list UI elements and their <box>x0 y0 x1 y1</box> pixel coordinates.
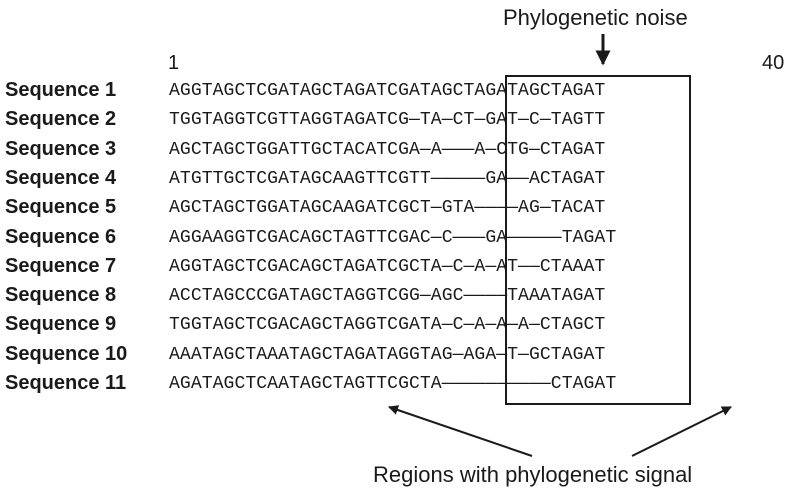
signal-arrow-left <box>388 405 533 457</box>
phylogenetic-noise-label: Phylogenetic noise <box>503 5 688 30</box>
phylogenetic-signal-label: Regions with phylogenetic signal <box>373 462 693 487</box>
sequence-bases: AGATAGCTCAATAGCTAGTTCGCTA——————————CTAGA… <box>169 374 617 394</box>
sequence-bases: AGGAAGGTCGACAGCTAGTTCGAC—C———GA—————TAGA… <box>169 228 617 248</box>
sequence-name: Sequence 2 <box>5 108 117 130</box>
sequence-bases: ACCTAGCCCGATAGCTAGGTCGG—AGC————TAAATAGAT <box>169 286 606 306</box>
signal-arrow-right <box>631 406 732 457</box>
position-end-label: 40 <box>762 52 785 74</box>
sequence-name: Sequence 4 <box>5 167 117 189</box>
sequence-bases: AGGTAGCTCGATAGCTAGATCGATAGCTAGATAGCTAGAT <box>169 81 606 101</box>
sequence-name: Sequence 10 <box>5 343 128 365</box>
sequence-name: Sequence 6 <box>5 226 117 248</box>
sequence-bases: AAATAGCTAAATAGCTAGATAGGTAG—AGA—T—GCTAGAT <box>169 345 606 365</box>
sequence-name: Sequence 7 <box>5 255 117 277</box>
position-start-label: 1 <box>168 52 180 74</box>
sequence-bases: AGGTAGCTCGACAGCTAGATCGCTA—C—A—AT——CTAAAT <box>169 257 606 277</box>
sequence-name: Sequence 5 <box>5 196 117 218</box>
sequence-bases: AGCTAGCTGGATAGCAAGATCGCT—GTA————AG—TACAT <box>169 198 606 218</box>
sequence-bases: TGGTAGGTCGTTAGGTAGATCG—TA—CT—GAT—C—TAGTT <box>169 110 606 130</box>
sequence-name: Sequence 1 <box>5 79 117 101</box>
sequence-bases: ATGTTGCTCGATAGCAAGTTCGTT—————GA——ACTAGAT <box>169 169 606 189</box>
sequence-name: Sequence 3 <box>5 138 117 160</box>
sequence-bases: TGGTAGCTCGACAGCTAGGTCGATA—C—A—A—A—CTAGCT <box>169 315 606 335</box>
sequence-bases: AGCTAGCTGGATTGCTACATCGA—A———A—CTG—CTAGAT <box>169 140 606 160</box>
sequence-name: Sequence 8 <box>5 284 117 306</box>
sequence-name: Sequence 11 <box>5 372 127 394</box>
sequence-name: Sequence 9 <box>5 313 117 335</box>
